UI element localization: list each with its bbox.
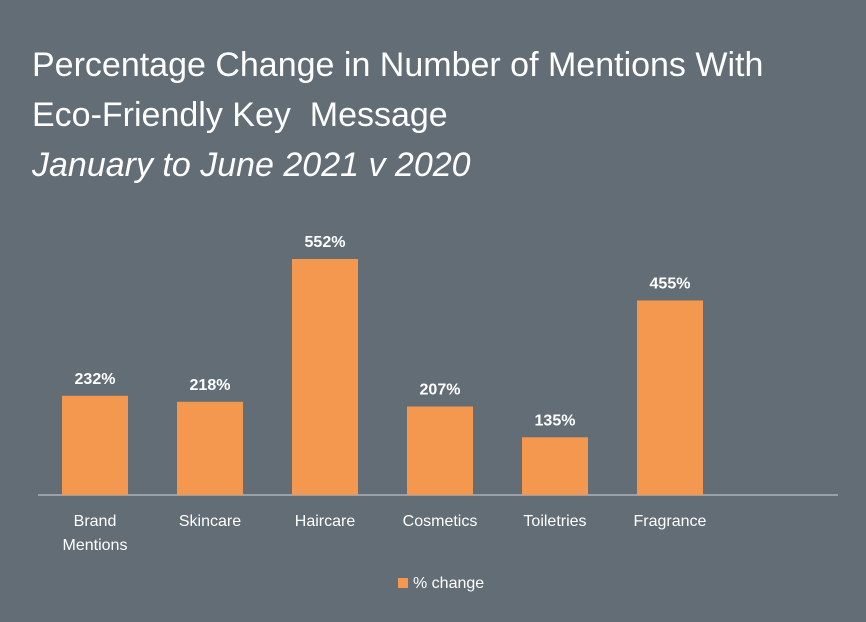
bar — [407, 406, 473, 495]
data-label: 207% — [420, 382, 461, 399]
x-tick-label: Cosmetics — [403, 513, 478, 530]
legend: % change — [398, 575, 484, 592]
legend-swatch — [398, 578, 408, 588]
chart-subtitle: January to June 2021 v 2020 — [32, 146, 471, 184]
bar — [177, 401, 243, 495]
bar — [637, 300, 703, 495]
data-label: 552% — [305, 234, 346, 251]
x-tick-label: Brand — [74, 513, 117, 530]
data-label: 218% — [190, 377, 231, 394]
data-label: 232% — [75, 371, 116, 388]
data-label: 455% — [650, 275, 691, 292]
x-tick-label: Mentions — [63, 537, 128, 554]
x-tick-label: Toiletries — [523, 513, 586, 530]
chart-title-block: Percentage Change in Number of Mentions … — [32, 40, 852, 190]
x-tick-label: Fragrance — [634, 513, 707, 530]
bar — [522, 437, 588, 495]
bar — [292, 259, 358, 495]
bar — [62, 395, 128, 495]
chart-title-line-2: Eco-Friendly Key Message — [32, 96, 448, 134]
data-label: 135% — [535, 412, 576, 429]
x-tick-label: Haircare — [295, 513, 356, 530]
chart-title-line-1: Percentage Change in Number of Mentions … — [32, 46, 764, 84]
legend-label: % change — [413, 575, 484, 592]
x-tick-label: Skincare — [179, 513, 241, 530]
